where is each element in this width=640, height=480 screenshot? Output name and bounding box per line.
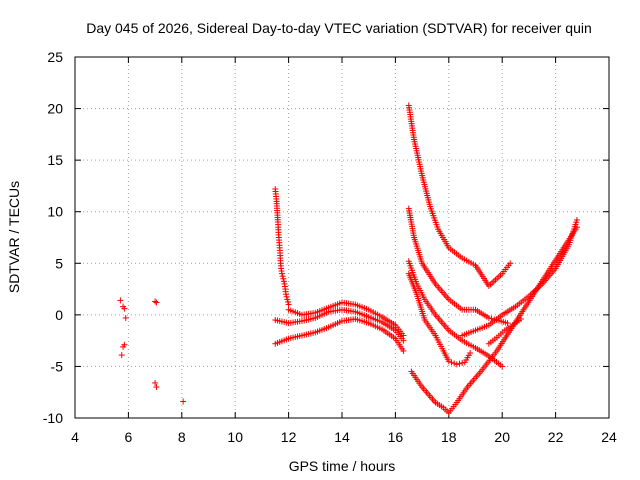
data-point xyxy=(400,332,407,339)
data-point xyxy=(285,301,292,308)
data-point xyxy=(467,350,474,357)
x-tick-label: 14 xyxy=(334,429,350,445)
x-tick-label: 24 xyxy=(601,429,617,445)
data-point-interp xyxy=(279,273,286,280)
data-point-interp xyxy=(488,315,495,322)
y-axis-title: SDTVAR / TECUs xyxy=(6,181,22,293)
y-tick-label: -10 xyxy=(43,410,63,426)
x-axis-title: GPS time / hours xyxy=(289,458,396,474)
data-point xyxy=(517,315,524,322)
data-point xyxy=(453,361,460,368)
data-point-interp xyxy=(284,298,291,305)
x-tick-label: 20 xyxy=(494,429,510,445)
x-tick-label: 8 xyxy=(178,429,186,445)
data-point xyxy=(122,314,129,321)
data-point xyxy=(280,275,287,282)
data-point xyxy=(504,320,511,327)
data-point xyxy=(485,314,492,321)
y-tick-label: 0 xyxy=(55,307,63,323)
y-tick-label: 10 xyxy=(47,204,63,220)
data-point xyxy=(400,337,407,344)
data-point xyxy=(507,260,514,267)
data-point xyxy=(152,298,159,305)
data-point xyxy=(282,291,289,298)
data-points xyxy=(117,102,580,416)
x-tick-label: 16 xyxy=(388,429,404,445)
y-tick-label: -5 xyxy=(51,358,64,374)
chart-title: Day 045 of 2026, Sidereal Day-to-day VTE… xyxy=(86,20,592,36)
y-tick-label: 25 xyxy=(47,49,63,65)
data-point-interp xyxy=(280,278,287,285)
data-point xyxy=(445,358,452,365)
y-tick-label: 5 xyxy=(55,255,63,271)
x-tick-label: 6 xyxy=(125,429,133,445)
x-tick-label: 12 xyxy=(281,429,297,445)
x-tick-label: 22 xyxy=(548,429,564,445)
grid-lines xyxy=(75,57,609,418)
axis-ticks: 4 6 8 10 12 14 16 18 20 22 24 -10 -5 0 5 10 15 20 25 xyxy=(43,49,617,445)
data-point xyxy=(121,341,128,348)
data-point xyxy=(284,296,291,303)
x-tick-label: 4 xyxy=(71,429,79,445)
y-tick-label: 15 xyxy=(47,152,63,168)
data-point xyxy=(121,305,128,312)
data-point xyxy=(499,363,506,370)
data-point-interp xyxy=(456,360,463,367)
data-point xyxy=(152,379,159,386)
data-point-interp xyxy=(283,293,290,300)
data-point xyxy=(117,297,124,304)
data-point xyxy=(573,216,580,223)
x-tick-label: 18 xyxy=(441,429,457,445)
data-point-interp xyxy=(448,359,455,366)
data-point xyxy=(400,347,407,354)
data-point xyxy=(180,398,187,405)
data-point-interp xyxy=(451,360,458,367)
data-point xyxy=(153,384,160,391)
y-tick-label: 20 xyxy=(47,101,63,117)
x-tick-label: 10 xyxy=(227,429,243,445)
data-point xyxy=(278,270,285,277)
data-point-interp xyxy=(459,359,466,366)
data-point xyxy=(153,299,160,306)
data-point xyxy=(118,352,125,359)
